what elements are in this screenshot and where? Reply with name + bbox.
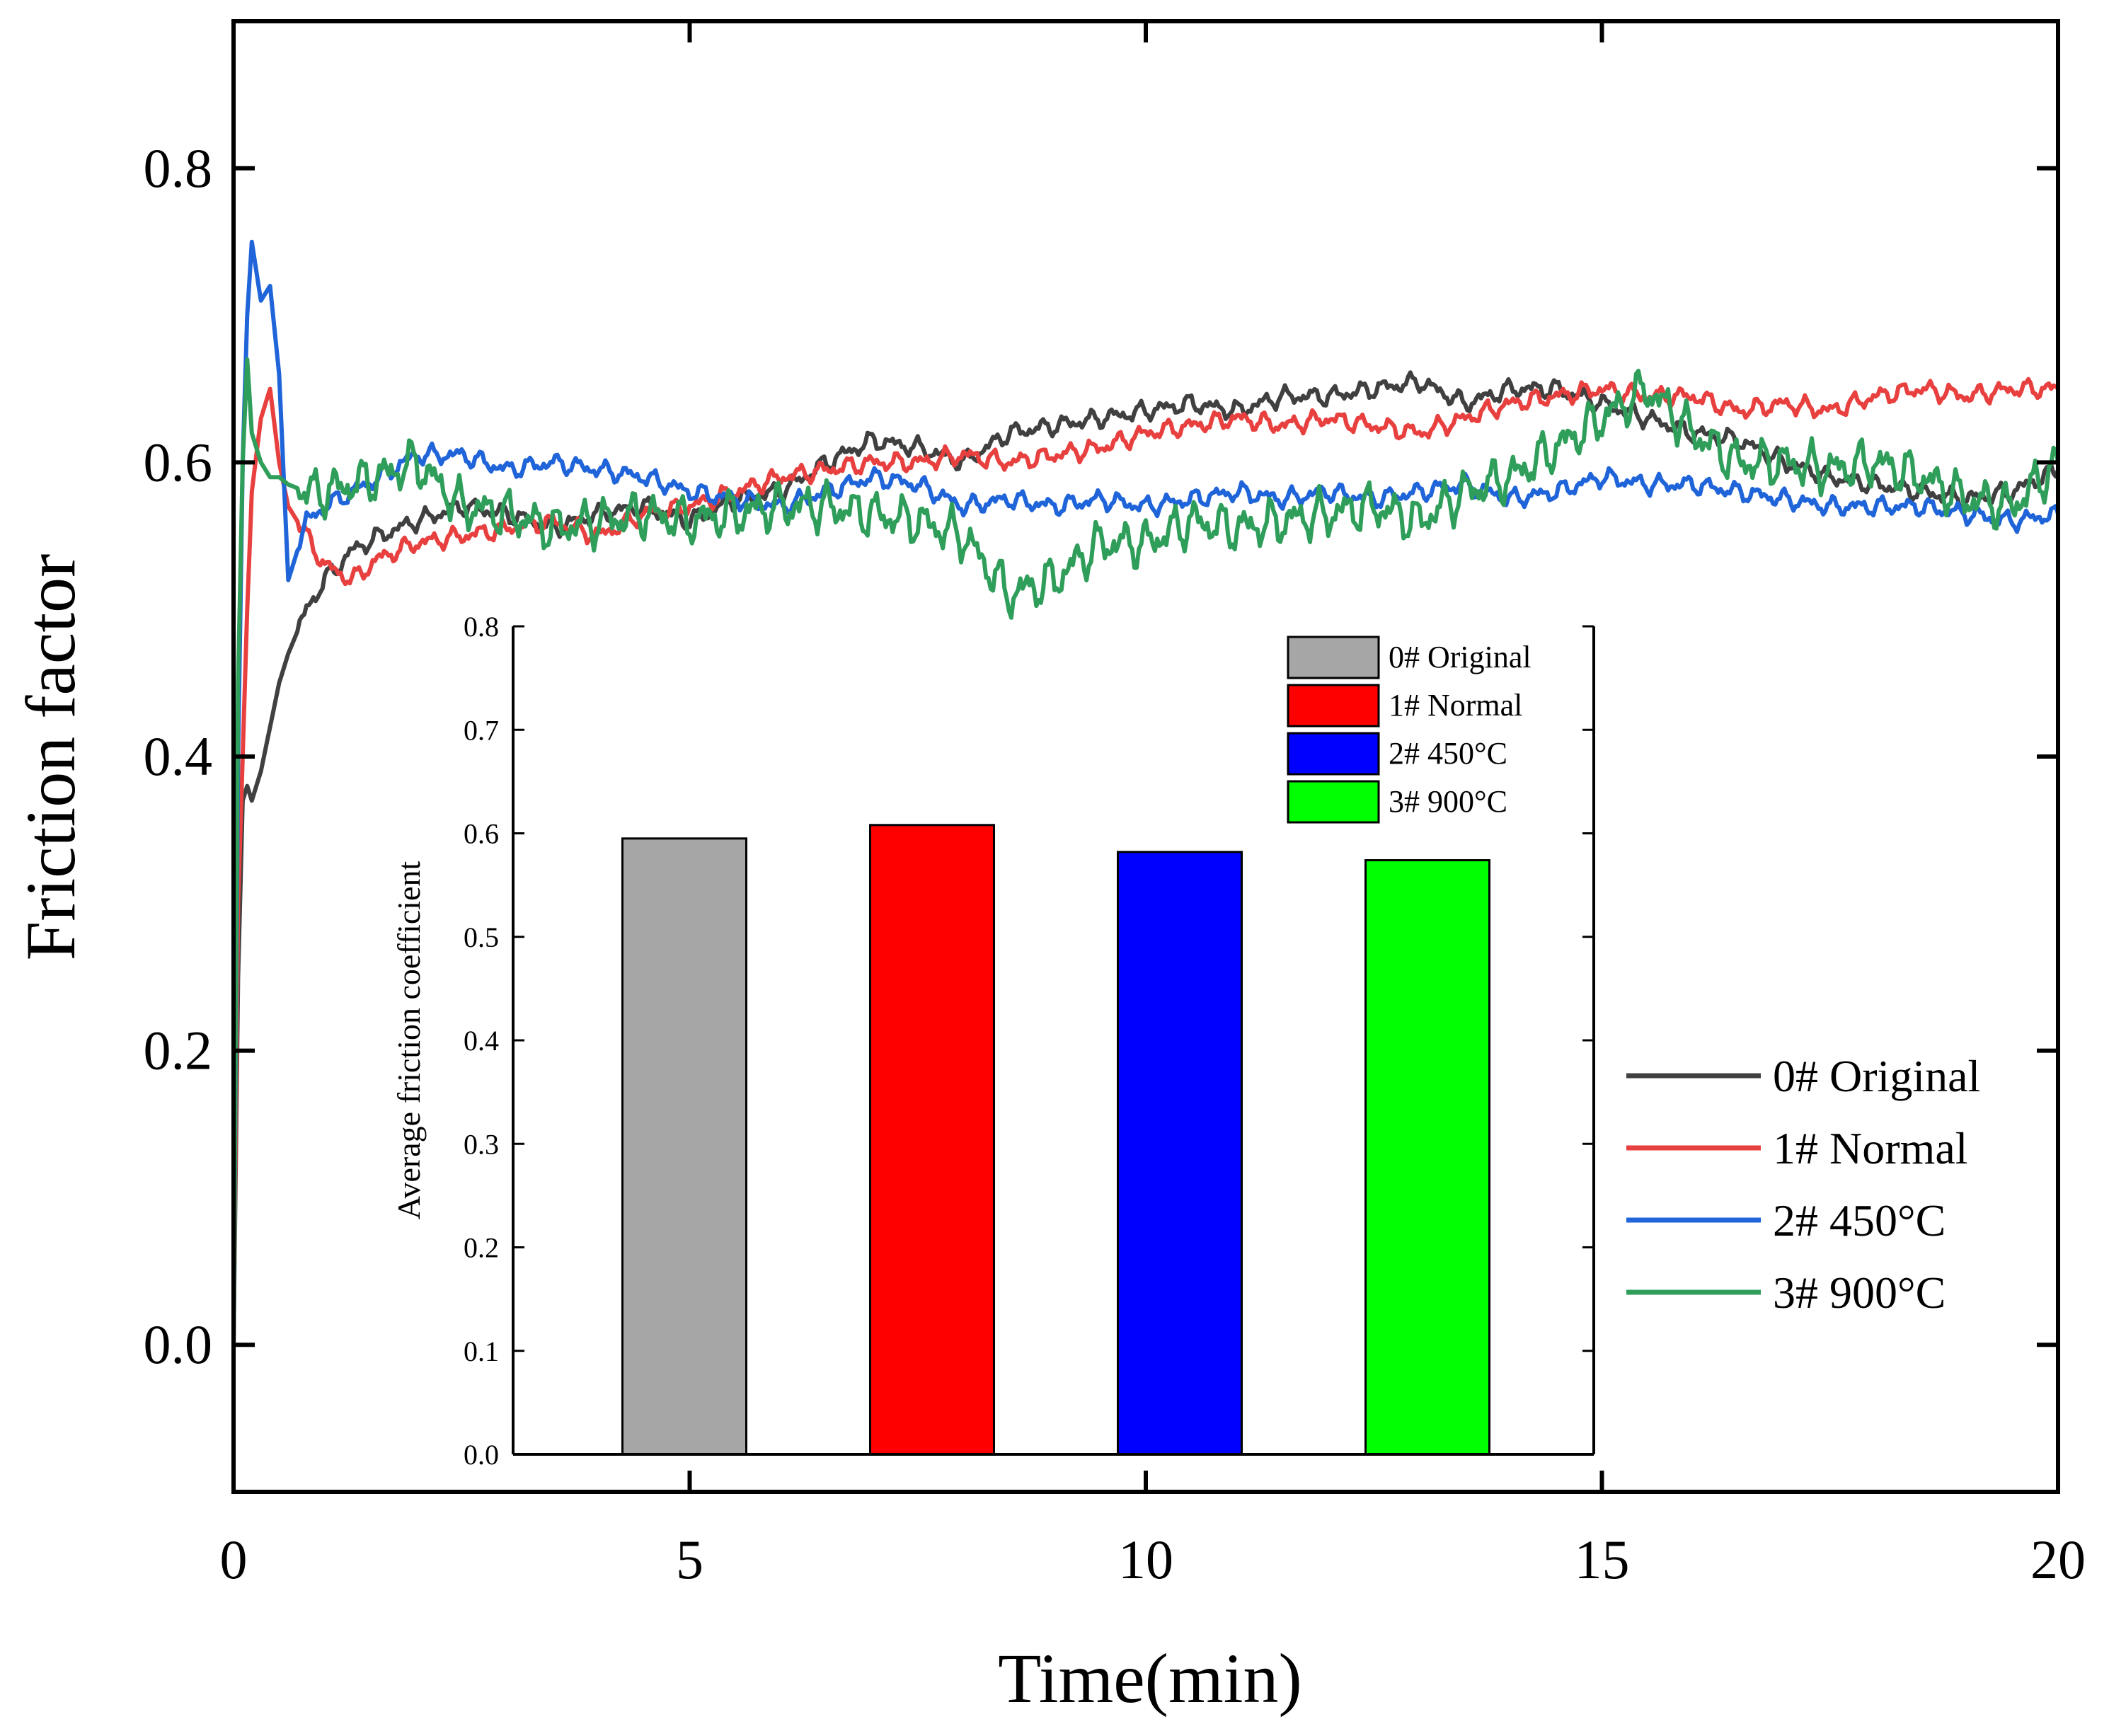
inset-legend-swatch-1 (1287, 684, 1380, 728)
y-tick-label: 0.8 (144, 137, 213, 199)
main-axis-ticks: 0 5 10 15 20 0.0 0.2 0.4 0.6 0.8 (144, 21, 2086, 1590)
inset-y-tick-label: 0.5 (464, 921, 499, 953)
inset-y-tick-label: 0.0 (464, 1439, 499, 1471)
series-line-2 (231, 239, 2060, 1345)
legend-label-0: 0# Original (1773, 1051, 1980, 1101)
inset-bar-chart: 0.0 0.1 0.2 0.3 0.4 0.5 0.6 0.7 0.8 Average fric… (391, 611, 1595, 1471)
legend-label-1: 1# Normal (1773, 1123, 1968, 1173)
x-tick-label: 15 (1575, 1529, 1630, 1590)
inset-legend: 0# Original 1# Normal 2# 450°C 3# 900°C (1287, 636, 1532, 824)
inset-legend-label-1: 1# Normal (1389, 688, 1522, 723)
x-tick-label: 5 (676, 1529, 703, 1590)
inset-legend-swatch-0 (1287, 636, 1380, 679)
inset-y-tick-label: 0.3 (464, 1128, 499, 1160)
x-tick-label: 10 (1118, 1529, 1173, 1590)
x-tick-label: 20 (2030, 1529, 2086, 1590)
y-tick-label: 0.4 (144, 725, 213, 787)
inset-legend-swatch-2 (1287, 732, 1380, 776)
main-y-axis-title: Friction factor (11, 554, 90, 961)
inset-y-tick-label: 0.6 (464, 818, 499, 850)
bar-3 (1364, 859, 1490, 1456)
inset-y-tick-label: 0.8 (464, 611, 499, 643)
inset-y-tick-label: 0.2 (464, 1232, 499, 1264)
series-line-1 (231, 376, 2060, 1345)
y-tick-label: 0.0 (144, 1314, 213, 1375)
series-line-3 (231, 357, 2060, 1345)
bar-0 (621, 837, 747, 1456)
main-legend: 0# Original 1# Normal 2# 450°C 3# 900°C (1626, 1051, 1980, 1318)
x-tick-label: 0 (220, 1529, 248, 1590)
inset-bars (621, 824, 1490, 1456)
bar-1 (869, 824, 995, 1456)
legend-label-3: 3# 900°C (1773, 1267, 1946, 1318)
inset-y-tick-label: 0.4 (464, 1025, 499, 1057)
bar-2 (1117, 851, 1243, 1456)
y-tick-label: 0.6 (144, 431, 213, 493)
y-tick-label: 0.2 (144, 1020, 213, 1081)
inset-legend-label-0: 0# Original (1389, 640, 1532, 674)
inset-legend-label-2: 2# 450°C (1389, 736, 1507, 771)
inset-legend-label-3: 3# 900°C (1389, 784, 1507, 819)
main-x-axis-title: Time(min) (998, 1639, 1302, 1718)
legend-label-2: 2# 450°C (1773, 1195, 1946, 1246)
inset-y-tick-label: 0.1 (464, 1335, 499, 1367)
inset-y-axis-title: Average friction coefficient (391, 861, 427, 1219)
inset-axis-ticks: 0.0 0.1 0.2 0.3 0.4 0.5 0.6 0.7 0.8 (464, 611, 1594, 1471)
inset-y-tick-label: 0.7 (464, 714, 499, 746)
main-series-lines (231, 239, 2060, 1345)
main-line-chart: 0 5 10 15 20 0.0 0.2 0.4 0.6 0.8 Time(min) Fricti… (11, 19, 2086, 1718)
inset-legend-swatch-3 (1287, 780, 1380, 824)
